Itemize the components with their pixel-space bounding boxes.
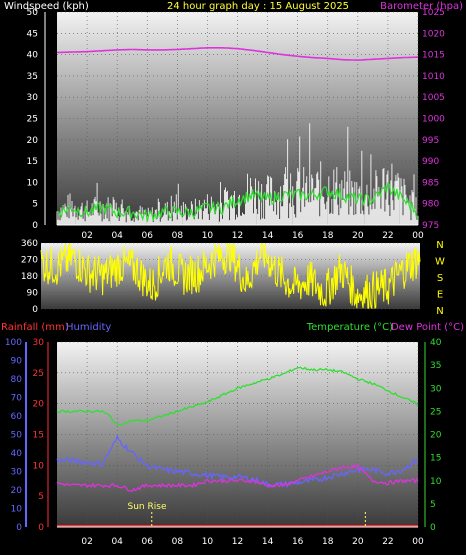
time-tick-label: 12 — [232, 537, 243, 547]
time-tick-label: 22 — [382, 537, 393, 547]
direction-tick-label: 90 — [27, 289, 39, 299]
humidity-tick-label: 0 — [16, 523, 22, 533]
windspeed-tick-label: 20 — [27, 136, 39, 146]
time-tick-label: 20 — [352, 537, 364, 547]
time-tick-label: 02 — [81, 537, 92, 547]
time-tick-label: 18 — [322, 537, 334, 547]
time-tick-label: 18 — [322, 231, 334, 241]
windspeed-tick-label: 50 — [27, 8, 39, 18]
rainfall-axis-label: Rainfall (mm) — [1, 322, 69, 333]
humidity-tick-label: 90 — [11, 357, 23, 367]
humidity-tick-label: 100 — [5, 338, 22, 348]
windspeed-tick-label: 35 — [27, 72, 38, 82]
time-tick-label: 00 — [412, 537, 424, 547]
temperature-tick-label: 30 — [430, 384, 442, 394]
barometer-tick-label: 1010 — [422, 72, 445, 82]
temperature-axis-label: Temperature (°C) — [306, 322, 393, 333]
barometer-tick-label: 1020 — [422, 29, 445, 39]
time-tick-label: 12 — [232, 231, 243, 241]
humidity-tick-label: 20 — [11, 486, 23, 496]
time-tick-label: 04 — [111, 537, 123, 547]
temperature-tick-label: 40 — [430, 338, 442, 348]
temperature-tick-label: 0 — [430, 523, 436, 533]
rainfall-tick-label: 25 — [33, 369, 44, 379]
barometer-tick-label: 985 — [422, 178, 439, 188]
barometer-tick-label: 995 — [422, 136, 439, 146]
rainfall-tick-label: 10 — [33, 461, 45, 471]
graph-title: 24 hour graph day : 15 August 2025 — [167, 1, 349, 12]
temperature-tick-label: 15 — [430, 454, 441, 464]
sunrise-label: Sun Rise — [128, 502, 167, 512]
compass-letter: E — [437, 290, 443, 301]
windspeed-tick-label: 5 — [32, 200, 38, 210]
direction-tick-label: 0 — [32, 305, 38, 315]
direction-tick-label: 180 — [21, 272, 38, 282]
dewpoint-axis-label: Dew Point (°C) — [391, 322, 464, 333]
windspeed-tick-label: 45 — [27, 29, 38, 39]
windspeed-tick-label: 30 — [27, 93, 39, 103]
barometer-tick-label: 1025 — [422, 8, 445, 18]
time-tick-label: 00 — [412, 231, 424, 241]
windspeed-tick-label: 0 — [32, 221, 38, 231]
temperature-series — [56, 366, 419, 426]
time-tick-label: 08 — [172, 231, 184, 241]
time-tick-label: 16 — [292, 537, 304, 547]
rainfall-tick-label: 20 — [33, 400, 45, 410]
rainfall-tick-label: 5 — [38, 492, 44, 502]
time-tick-label: 16 — [292, 231, 304, 241]
compass-letter: W — [435, 257, 445, 268]
temperature-tick-label: 10 — [430, 477, 442, 487]
direction-tick-label: 270 — [21, 256, 38, 266]
barometer-tick-label: 980 — [422, 200, 439, 210]
barometer-axis-label: Barometer (hpa) — [380, 1, 463, 12]
rainfall-tick-label: 30 — [33, 338, 45, 348]
humidity-series — [56, 434, 419, 489]
time-tick-label: 14 — [262, 231, 274, 241]
time-tick-label: 02 — [81, 231, 92, 241]
time-tick-label: 08 — [172, 537, 184, 547]
barometer-tick-label: 1000 — [422, 115, 445, 125]
barometer-tick-label: 975 — [422, 221, 439, 231]
time-tick-label: 20 — [352, 231, 364, 241]
time-tick-label: 06 — [142, 537, 154, 547]
humidity-axis-label: Humidity — [66, 322, 111, 333]
windspeed-tick-label: 10 — [27, 178, 39, 188]
windspeed-tick-label: 40 — [27, 51, 39, 61]
rainfall-tick-label: 15 — [33, 431, 44, 441]
barometer-tick-label: 1005 — [422, 93, 445, 103]
barometer-tick-label: 1015 — [422, 51, 445, 61]
humidity-tick-label: 10 — [11, 505, 23, 515]
compass-letter: S — [437, 273, 443, 284]
time-tick-label: 04 — [111, 231, 123, 241]
temperature-tick-label: 20 — [430, 431, 442, 441]
windspeed-average-series — [56, 182, 419, 222]
temperature-tick-label: 25 — [430, 407, 441, 417]
humidity-tick-label: 60 — [11, 412, 23, 422]
time-tick-label: 10 — [202, 231, 214, 241]
time-tick-label: 14 — [262, 537, 274, 547]
humidity-tick-label: 80 — [11, 375, 23, 385]
windspeed-axis-label: Windspeed (kph) — [4, 1, 89, 12]
dew-point-series — [56, 463, 419, 493]
time-tick-label: 10 — [202, 537, 214, 547]
humidity-tick-label: 30 — [11, 468, 23, 478]
direction-tick-label: 360 — [21, 239, 38, 249]
temperature-tick-label: 35 — [430, 361, 441, 371]
windspeed-tick-label: 25 — [27, 115, 38, 125]
time-tick-label: 22 — [382, 231, 393, 241]
humidity-tick-label: 50 — [11, 431, 23, 441]
compass-letter: N — [436, 306, 443, 317]
temperature-tick-label: 5 — [430, 500, 436, 510]
rainfall-tick-label: 0 — [38, 523, 44, 533]
windspeed-tick-label: 15 — [27, 157, 38, 167]
humidity-tick-label: 40 — [11, 449, 23, 459]
barometer-tick-label: 990 — [422, 157, 439, 167]
humidity-tick-label: 70 — [11, 394, 23, 404]
wind-direction-series — [40, 243, 421, 310]
compass-letter: N — [436, 240, 443, 251]
barometer-series — [56, 47, 418, 61]
time-tick-label: 06 — [142, 231, 154, 241]
